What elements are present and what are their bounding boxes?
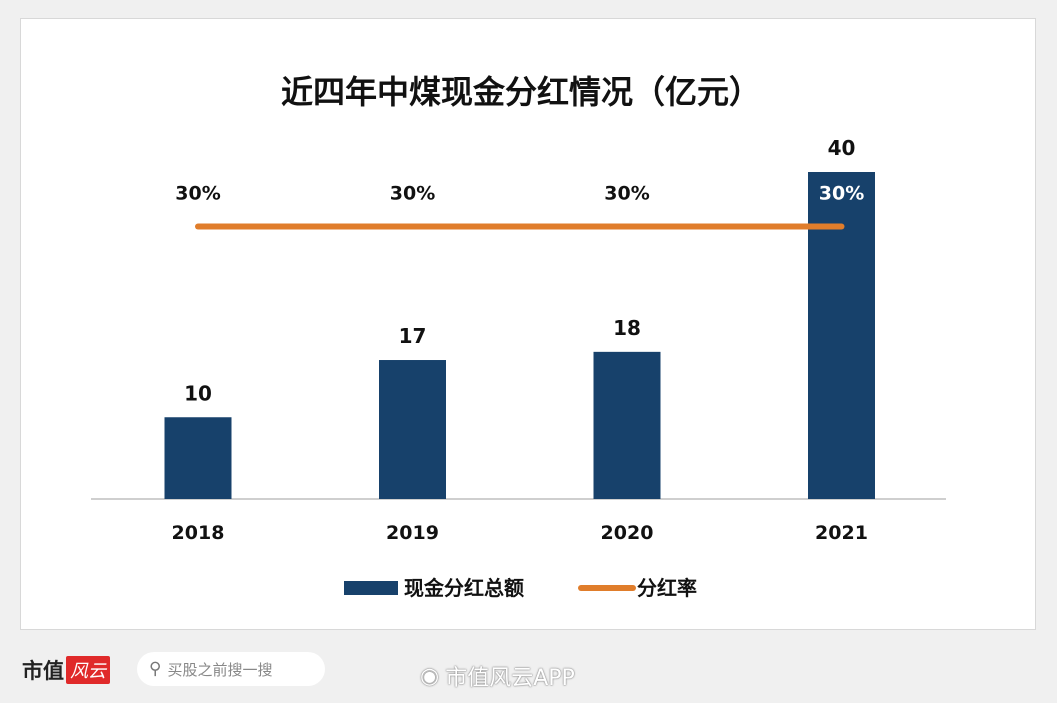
weibo-handle: 市值风云APP — [445, 666, 575, 691]
chart: 近四年中煤现金分红情况（亿元） 10 2018 17 2019 18 2020 40 2021… — [91, 73, 946, 600]
brand-text: 市值 — [22, 658, 64, 683]
legend-label-bar: 现金分红总额 — [404, 576, 524, 600]
x-tick-2020: 2020 — [601, 522, 654, 544]
weibo-watermark: ◉ 市值风云APP — [420, 660, 575, 692]
search-box[interactable]: ⚲ 买股之前搜一搜 — [137, 652, 325, 686]
bar-label-2018: 10 — [184, 381, 212, 405]
weibo-icon: ◉ — [420, 663, 440, 689]
bar-label-2020: 18 — [613, 316, 641, 340]
line-label-2021: 30% — [819, 183, 864, 205]
bar-2018 — [164, 417, 232, 499]
x-tick-2018: 2018 — [172, 522, 225, 544]
chart-card: 近四年中煤现金分红情况（亿元） 10 2018 17 2019 18 2020 40 2021… — [20, 18, 1036, 630]
legend-label-line: 分红率 — [637, 576, 697, 600]
x-tick-2021: 2021 — [815, 522, 868, 544]
search-placeholder: 买股之前搜一搜 — [167, 660, 273, 679]
legend-swatch-bar — [344, 581, 398, 595]
bar-2019 — [379, 360, 446, 499]
search-icon: ⚲ — [149, 659, 162, 679]
line-label-2018: 30% — [175, 183, 220, 205]
line-label-2019: 30% — [390, 183, 435, 205]
brand-red-text: 风云 — [66, 656, 110, 684]
bar-2020 — [593, 351, 661, 499]
bar-label-2021: 40 — [828, 136, 856, 160]
bar-2021 — [808, 172, 875, 499]
chart-title: 近四年中煤现金分红情况（亿元） — [281, 73, 761, 111]
x-tick-2019: 2019 — [386, 522, 439, 544]
brand-logo: 市值 风云 — [22, 655, 110, 685]
bar-label-2019: 17 — [399, 324, 427, 348]
line-label-2020: 30% — [604, 183, 649, 205]
